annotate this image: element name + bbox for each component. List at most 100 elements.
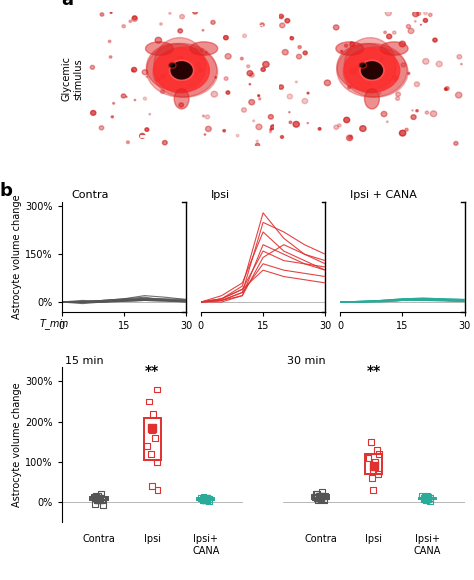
- Point: [369, 465, 377, 474]
- Ellipse shape: [132, 70, 134, 71]
- Ellipse shape: [346, 135, 353, 141]
- Ellipse shape: [236, 135, 239, 137]
- Ellipse shape: [111, 116, 113, 118]
- Ellipse shape: [180, 14, 184, 19]
- Ellipse shape: [270, 129, 272, 130]
- Point: [205, 494, 213, 503]
- Ellipse shape: [334, 125, 338, 129]
- Ellipse shape: [378, 60, 382, 64]
- Ellipse shape: [261, 67, 265, 71]
- Point: [321, 491, 328, 501]
- Ellipse shape: [161, 75, 165, 79]
- Point: [375, 449, 383, 458]
- Ellipse shape: [399, 41, 405, 47]
- Ellipse shape: [154, 49, 210, 92]
- Ellipse shape: [170, 60, 194, 81]
- Ellipse shape: [256, 124, 262, 130]
- Ellipse shape: [91, 110, 96, 115]
- Ellipse shape: [142, 70, 148, 75]
- Text: Ipsi + CANA: Ipsi + CANA: [350, 190, 417, 200]
- Ellipse shape: [416, 110, 418, 112]
- Ellipse shape: [240, 57, 243, 60]
- Point: [427, 496, 434, 505]
- Ellipse shape: [396, 97, 400, 100]
- Ellipse shape: [263, 61, 269, 67]
- Ellipse shape: [343, 47, 408, 97]
- Point: [143, 441, 151, 450]
- Ellipse shape: [337, 44, 396, 90]
- Ellipse shape: [202, 115, 205, 117]
- Ellipse shape: [392, 75, 398, 80]
- Ellipse shape: [132, 67, 137, 72]
- Ellipse shape: [445, 86, 449, 90]
- Ellipse shape: [349, 68, 356, 74]
- Ellipse shape: [202, 59, 204, 60]
- Ellipse shape: [350, 135, 352, 137]
- Ellipse shape: [145, 128, 149, 131]
- Ellipse shape: [457, 55, 462, 59]
- Ellipse shape: [387, 34, 392, 39]
- Point: [313, 490, 321, 499]
- Ellipse shape: [415, 21, 416, 22]
- Point: [418, 491, 426, 501]
- Ellipse shape: [337, 44, 407, 97]
- Ellipse shape: [140, 133, 145, 139]
- Ellipse shape: [110, 12, 112, 13]
- Text: Contra: Contra: [304, 534, 337, 544]
- Point: [425, 493, 432, 502]
- Ellipse shape: [289, 121, 292, 124]
- Text: 15 min: 15 min: [65, 356, 104, 366]
- Ellipse shape: [380, 42, 408, 55]
- Point: [365, 453, 372, 462]
- Ellipse shape: [400, 130, 406, 136]
- Ellipse shape: [242, 108, 246, 112]
- Text: Contra: Contra: [82, 534, 115, 544]
- Bar: [419, 498, 436, 499]
- Ellipse shape: [99, 126, 104, 130]
- Ellipse shape: [303, 51, 307, 55]
- Ellipse shape: [178, 29, 182, 33]
- Ellipse shape: [225, 53, 231, 59]
- Ellipse shape: [386, 121, 388, 122]
- Ellipse shape: [109, 40, 111, 42]
- Point: [316, 491, 323, 501]
- Text: a: a: [62, 0, 73, 9]
- Ellipse shape: [243, 34, 246, 38]
- Point: [91, 493, 99, 502]
- Ellipse shape: [425, 111, 428, 114]
- Ellipse shape: [344, 117, 350, 122]
- Ellipse shape: [392, 31, 396, 34]
- Ellipse shape: [279, 14, 283, 19]
- Ellipse shape: [417, 12, 421, 16]
- Text: **: **: [145, 364, 159, 378]
- Ellipse shape: [445, 88, 447, 90]
- Text: Ipsi: Ipsi: [144, 534, 161, 544]
- Point: [313, 493, 320, 502]
- Ellipse shape: [126, 96, 127, 97]
- Y-axis label: Astrocyte volume change: Astrocyte volume change: [12, 382, 22, 507]
- Ellipse shape: [340, 50, 343, 52]
- Ellipse shape: [269, 131, 271, 133]
- Ellipse shape: [345, 44, 348, 47]
- Ellipse shape: [414, 82, 419, 86]
- Point: [312, 490, 320, 499]
- Ellipse shape: [408, 72, 410, 74]
- Ellipse shape: [379, 92, 381, 94]
- Ellipse shape: [318, 128, 321, 130]
- Ellipse shape: [307, 92, 309, 94]
- Point: [318, 494, 325, 503]
- Ellipse shape: [344, 49, 400, 92]
- Ellipse shape: [428, 13, 432, 16]
- Ellipse shape: [433, 38, 437, 42]
- Ellipse shape: [378, 73, 382, 77]
- Point: [199, 494, 207, 503]
- Ellipse shape: [146, 44, 217, 97]
- Point: [146, 397, 153, 406]
- Ellipse shape: [143, 97, 146, 100]
- Point: [153, 457, 161, 466]
- Point: [201, 495, 208, 505]
- Ellipse shape: [293, 121, 300, 127]
- Point: [422, 495, 430, 505]
- Ellipse shape: [423, 19, 428, 22]
- Ellipse shape: [333, 25, 339, 30]
